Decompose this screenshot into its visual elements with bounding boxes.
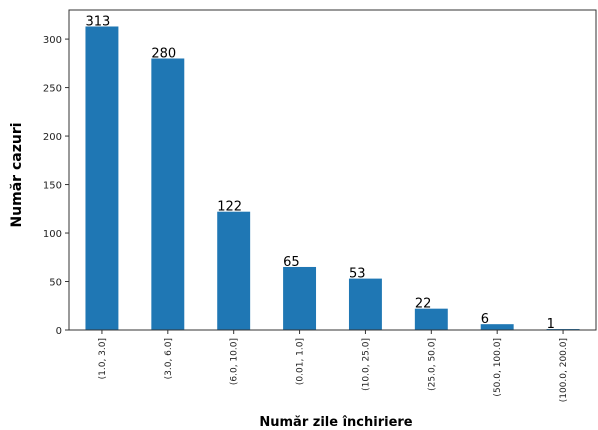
- x-tick-label: (10.0, 25.0]: [361, 338, 371, 391]
- y-tick-label: 100: [43, 229, 62, 240]
- x-tick-label: (0.01, 1.0]: [296, 338, 306, 385]
- bar: [85, 26, 119, 330]
- y-axis-title: Număr cazuri: [9, 122, 25, 227]
- bar-value-label: 313: [85, 14, 110, 29]
- x-axis: (1.0, 3.0] (3.0, 6.0] (6.0, 10.0] (0.01, 1.…: [98, 330, 569, 402]
- y-tick-label: 250: [43, 84, 62, 95]
- x-tick-label: (3.0, 6.0]: [164, 338, 174, 379]
- y-tick-label: 50: [49, 278, 62, 289]
- bar-value-label: 122: [217, 200, 242, 215]
- x-tick-label: (50.0, 100.0]: [493, 338, 503, 397]
- bar: [151, 58, 185, 330]
- bar: [283, 266, 317, 330]
- bar-value-label: 6: [481, 312, 489, 327]
- data-labels-group: 313 280 122 65 53 22 6 1: [85, 14, 554, 332]
- bar: [348, 278, 382, 330]
- bar-value-label: 22: [415, 297, 432, 312]
- x-tick-label: (1.0, 3.0]: [98, 338, 108, 379]
- y-tick-label: 150: [43, 181, 62, 192]
- bar-value-label: 1: [547, 317, 555, 332]
- bars-group: [85, 26, 580, 330]
- bar-value-label: 53: [349, 267, 366, 282]
- y-tick-label: 200: [43, 132, 62, 143]
- bar-value-label: 65: [283, 255, 300, 270]
- plot-frame: [68, 9, 597, 331]
- y-tick-label: 300: [43, 35, 62, 46]
- bar-value-label: 280: [151, 46, 176, 61]
- bar: [414, 308, 448, 330]
- x-axis-title: Număr zile închiriere: [259, 415, 412, 430]
- bar: [217, 211, 251, 330]
- y-axis: 0 50 100 150 200 250 300: [43, 35, 69, 337]
- bar: [480, 324, 514, 330]
- x-tick-label: (100.0, 200.0]: [559, 338, 569, 402]
- x-tick-label: (6.0, 10.0]: [230, 338, 240, 385]
- x-tick-label: (25.0, 50.0]: [427, 338, 437, 391]
- y-tick-label: 0: [56, 326, 62, 337]
